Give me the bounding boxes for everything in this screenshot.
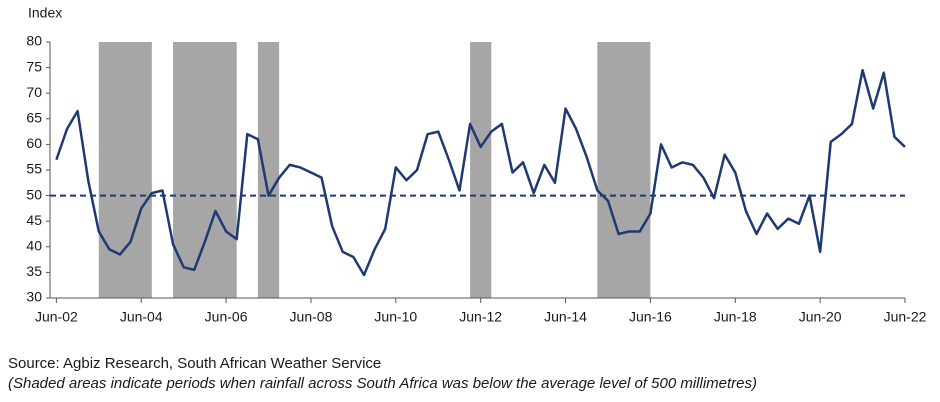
y-axis-label: Index bbox=[28, 5, 62, 21]
shaded-period bbox=[597, 42, 651, 298]
shaded-period bbox=[470, 42, 492, 298]
y-tick-label: 30 bbox=[26, 289, 42, 305]
shaded-period bbox=[173, 42, 237, 298]
shaded-period bbox=[98, 42, 152, 298]
y-tick-label: 50 bbox=[26, 186, 42, 202]
x-tick-label: Jun-18 bbox=[714, 309, 757, 325]
y-tick-label: 60 bbox=[26, 135, 42, 151]
y-tick-label: 35 bbox=[26, 263, 42, 279]
x-tick-label: Jun-14 bbox=[544, 309, 587, 325]
y-tick-label: 40 bbox=[26, 238, 42, 254]
y-tick-label: 80 bbox=[26, 33, 42, 49]
y-tick-label: 65 bbox=[26, 110, 42, 126]
source: Source: Agbiz Research, South African We… bbox=[8, 355, 381, 372]
y-tick-label: 75 bbox=[26, 58, 42, 74]
x-tick-label: Jun-16 bbox=[629, 309, 672, 325]
x-tick-label: Jun-02 bbox=[35, 309, 78, 325]
y-tick-label: 55 bbox=[26, 161, 42, 177]
x-tick-label: Jun-08 bbox=[290, 309, 333, 325]
x-tick-label: Jun-04 bbox=[120, 309, 163, 325]
x-tick-label: Jun-20 bbox=[799, 309, 842, 325]
x-tick-label: Jun-10 bbox=[374, 309, 417, 325]
y-tick-label: 70 bbox=[26, 84, 42, 100]
y-tick-label: 45 bbox=[26, 212, 42, 228]
x-tick-label: Jun-06 bbox=[205, 309, 248, 325]
series-line bbox=[55, 68, 906, 277]
x-tick-label: Jun-12 bbox=[459, 309, 502, 325]
note: (Shaded areas indicate periods when rain… bbox=[8, 375, 757, 392]
x-tick-label: Jun-22 bbox=[884, 309, 927, 325]
shaded-period bbox=[257, 42, 280, 298]
